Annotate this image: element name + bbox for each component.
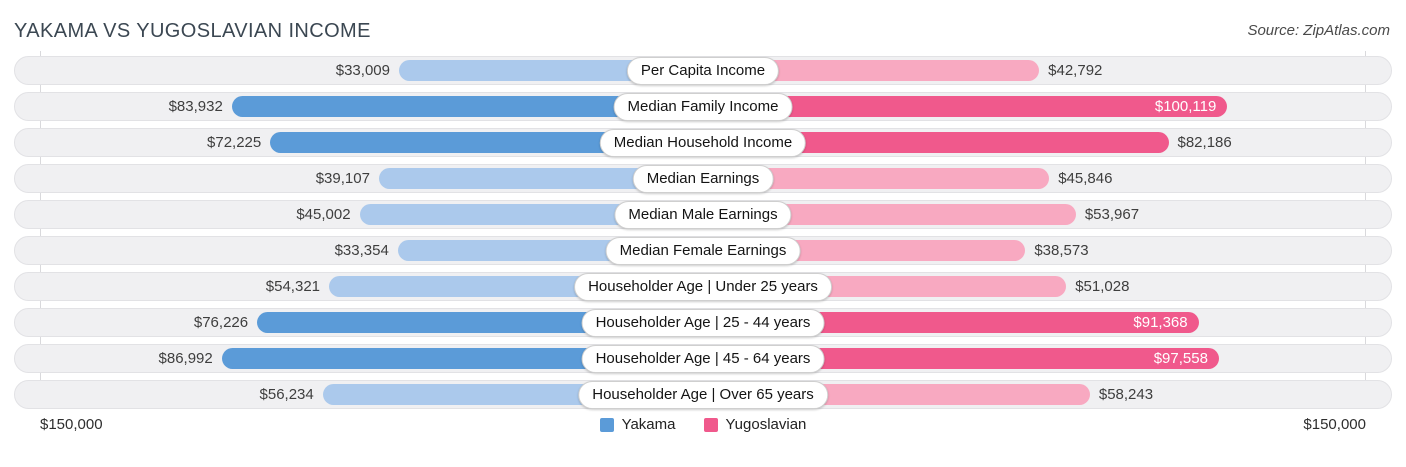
yakama-bar (231, 96, 703, 117)
yakama-value-label: $54,321 (265, 278, 321, 295)
category-pill: Median Female Earnings (605, 236, 801, 265)
yakama-value-label: $33,009 (335, 62, 390, 79)
chart-row: $72,225 $82,186 Median Household Income (14, 128, 1392, 157)
chart-rows: $33,009 $42,792 Per Capita Income $83,932 $1… (14, 56, 1392, 409)
yugoslavian-bar (703, 168, 1050, 189)
legend-label-yugoslavian: Yugoslavian (725, 416, 807, 433)
legend-swatch-yakama (599, 417, 614, 432)
category-pill: Per Capita Income (626, 56, 780, 85)
yakama-value-label: $86,992 (158, 350, 213, 367)
chart-header: YAKAMA VS YUGOSLAVIAN INCOME Source: Zip… (0, 0, 1406, 43)
yakama-value-label: $39,107 (315, 170, 370, 187)
yugoslavian-bar (703, 132, 1169, 153)
yakama-bar (378, 168, 703, 189)
yugoslavian-value-label: $38,573 (1034, 242, 1089, 259)
legend-swatch-yugoslavian (703, 417, 718, 432)
yugoslavian-value-label: $91,368 (1133, 314, 1188, 331)
category-pill: Householder Age | Under 25 years (574, 272, 832, 301)
chart-row: $54,321 $51,028 Householder Age | Under 25… (14, 272, 1392, 301)
legend: Yakama Yugoslavian (599, 416, 807, 433)
row-left-half: $39,107 (15, 168, 703, 189)
yugoslavian-value-label: $53,967 (1084, 206, 1140, 223)
yugoslavian-value-label: $82,186 (1177, 134, 1232, 151)
yakama-value-label: $33,354 (334, 242, 389, 259)
row-left-half: $72,225 (15, 132, 703, 153)
yakama-value-label: $83,932 (168, 98, 223, 115)
yugoslavian-value-label: $45,846 (1058, 170, 1113, 187)
axis-row: $150,000 Yakama Yugoslavian $150,000 (14, 416, 1392, 433)
row-right-half: $91,368 (703, 312, 1391, 333)
category-pill: Median Earnings (632, 164, 774, 193)
row-right-half: $82,186 (703, 132, 1391, 153)
category-pill: Median Family Income (613, 92, 793, 121)
row-right-half: $53,967 (703, 204, 1391, 225)
yakama-value-label: $76,226 (193, 314, 249, 331)
chart-row: $86,992 $97,558 Householder Age | 45 - 64 … (14, 344, 1392, 373)
yugoslavian-bar: $97,558 (703, 348, 1219, 369)
chart-row: $45,002 $53,967 Median Male Earnings (14, 200, 1392, 229)
yugoslavian-bar (703, 204, 1076, 225)
axis-label-left: $150,000 (40, 416, 103, 433)
yakama-bar (270, 132, 703, 153)
chart-row: $33,009 $42,792 Per Capita Income (14, 56, 1392, 85)
yakama-value-label: $45,002 (296, 206, 351, 223)
category-pill: Householder Age | Over 65 years (578, 380, 828, 409)
source-credit: Source: ZipAtlas.com (1247, 22, 1390, 39)
yugoslavian-bar: $91,368 (703, 312, 1199, 333)
row-right-half: $45,846 (703, 168, 1391, 189)
chart-row: $83,932 $100,119 Median Family Income (14, 92, 1392, 121)
row-left-half: $33,354 (15, 240, 703, 261)
category-pill: Householder Age | 45 - 64 years (581, 344, 825, 373)
yugoslavian-value-label: $42,792 (1048, 62, 1103, 79)
chart-row: $39,107 $45,846 Median Earnings (14, 164, 1392, 193)
row-left-half: $83,932 (15, 96, 703, 117)
row-left-half: $33,009 (15, 60, 703, 81)
yugoslavian-value-label: $97,558 (1153, 350, 1208, 367)
row-right-half: $100,119 (703, 96, 1391, 117)
row-left-half: $45,002 (15, 204, 703, 225)
category-pill: Median Male Earnings (614, 200, 792, 229)
row-right-half: $97,558 (703, 348, 1391, 369)
category-pill: Median Household Income (599, 128, 807, 157)
yakama-value-label: $72,225 (207, 134, 262, 151)
legend-label-yakama: Yakama (621, 416, 676, 433)
chart-row: $56,234 $58,243 Householder Age | Over 65 … (14, 380, 1392, 409)
yakama-value-label: $56,234 (259, 386, 314, 403)
legend-item-yakama: Yakama (599, 416, 676, 433)
yugoslavian-bar (703, 60, 1040, 81)
axis-label-right: $150,000 (1303, 416, 1366, 433)
yugoslavian-value-label: $51,028 (1075, 278, 1130, 295)
legend-item-yugoslavian: Yugoslavian (703, 416, 807, 433)
yugoslavian-value-label: $58,243 (1098, 386, 1154, 403)
category-pill: Householder Age | 25 - 44 years (581, 308, 825, 337)
bar-chart: $33,009 $42,792 Per Capita Income $83,932 $1… (14, 51, 1392, 433)
yugoslavian-bar: $100,119 (703, 96, 1228, 117)
chart-row: $33,354 $38,573 Median Female Earnings (14, 236, 1392, 265)
page-title: YAKAMA VS YUGOSLAVIAN INCOME (14, 20, 371, 42)
row-right-half: $38,573 (703, 240, 1391, 261)
row-right-half: $42,792 (703, 60, 1391, 81)
yugoslavian-value-label: $100,119 (1154, 98, 1217, 115)
chart-row: $76,226 $91,368 Householder Age | 25 - 44 … (14, 308, 1392, 337)
